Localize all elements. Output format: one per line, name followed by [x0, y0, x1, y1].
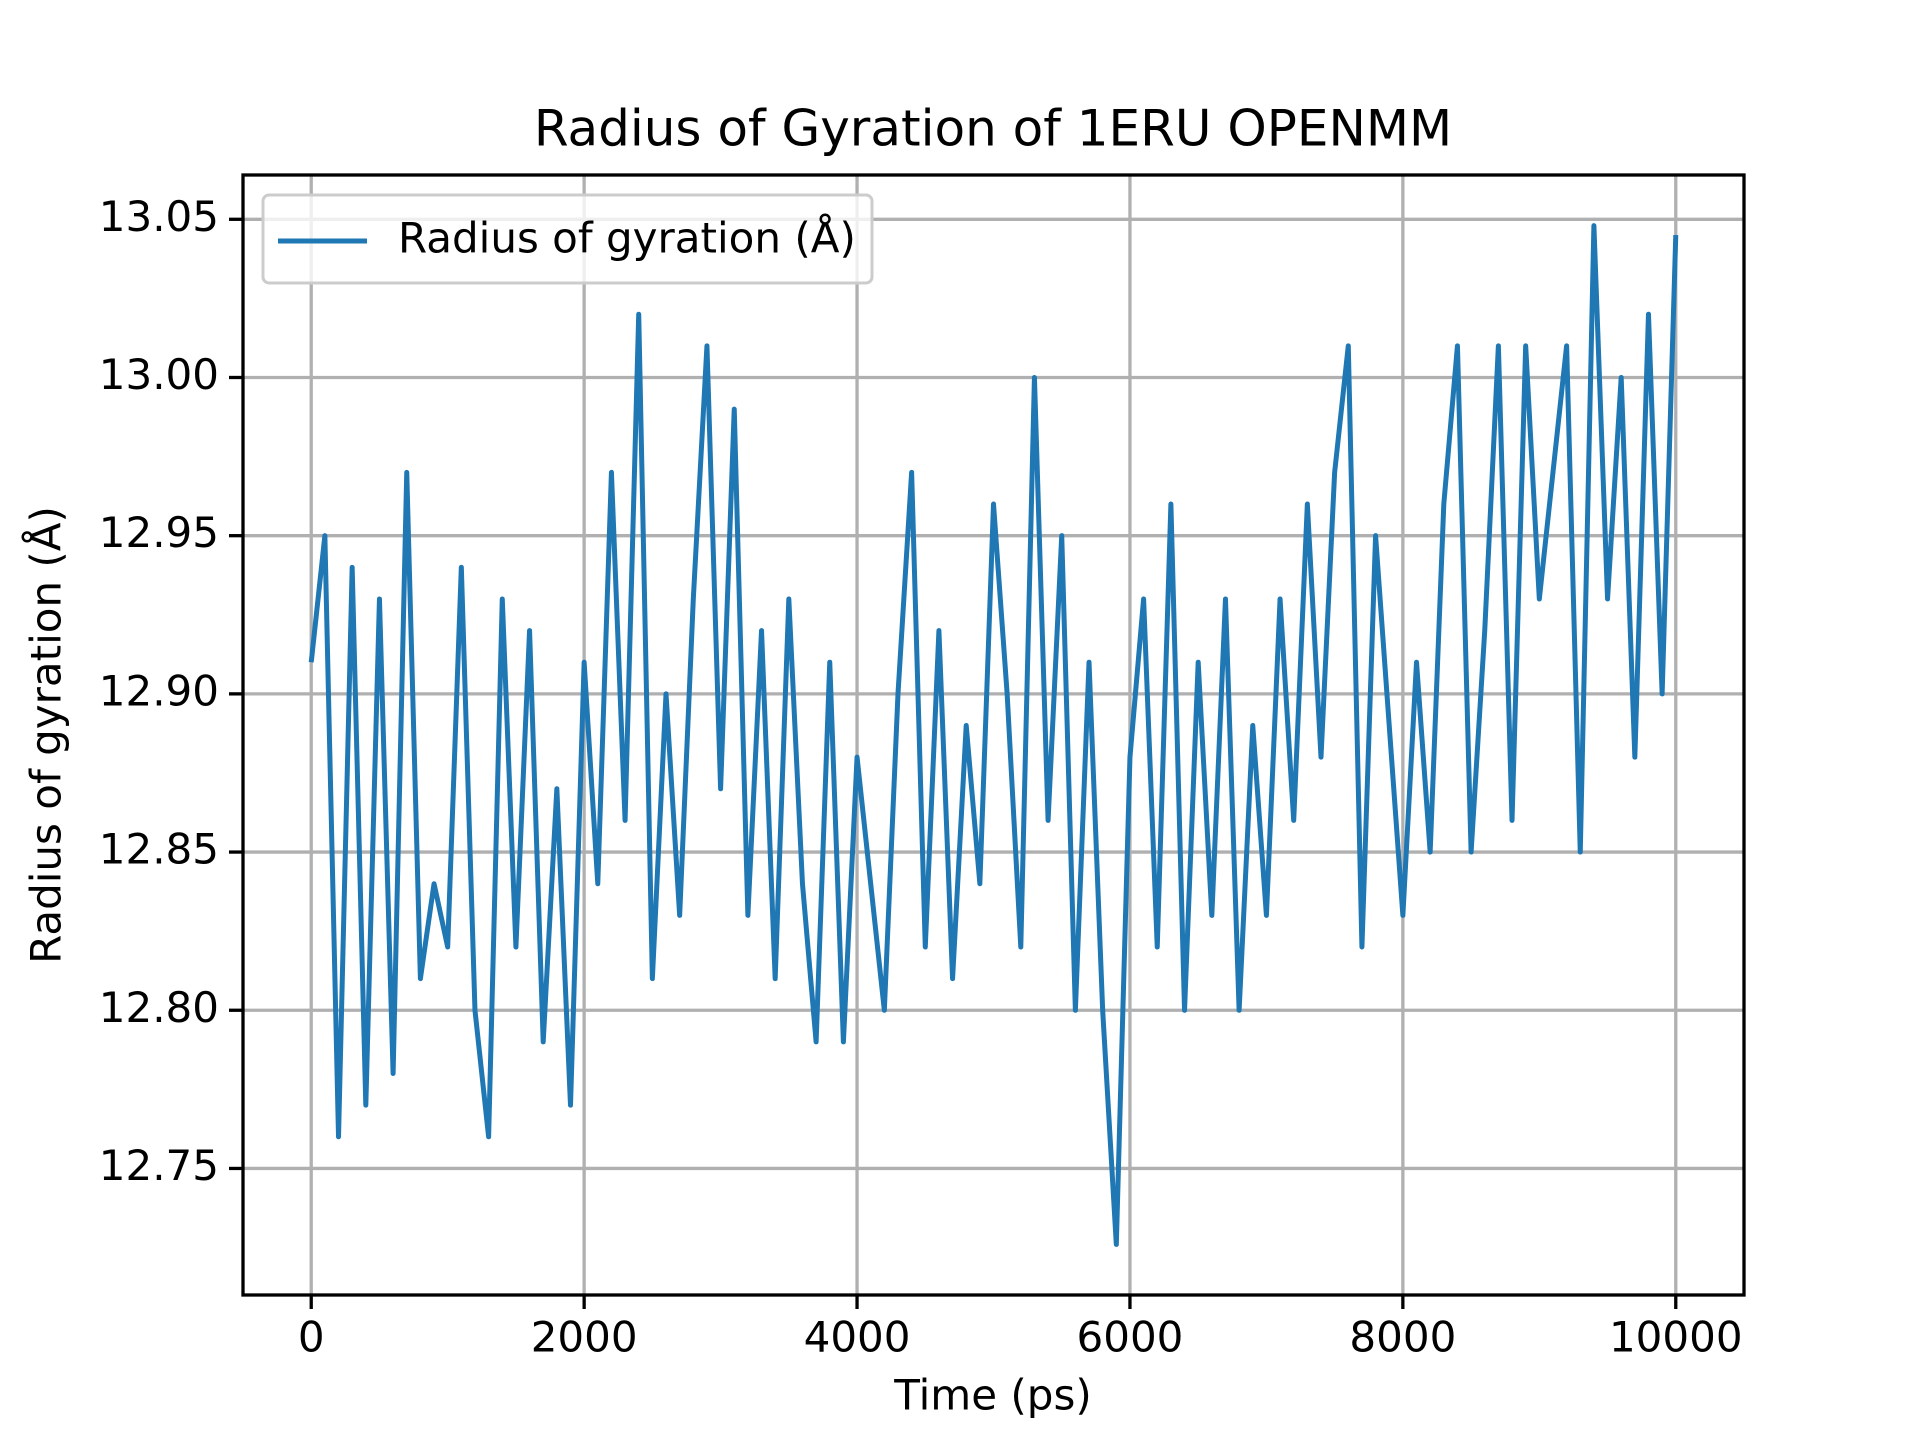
x-tick-label: 8000	[1349, 1313, 1456, 1362]
y-tick-label: 13.05	[99, 192, 219, 241]
y-tick-label: 12.85	[99, 825, 219, 874]
y-tick-label: 12.90	[99, 666, 219, 715]
data-line	[308, 223, 1679, 1247]
x-tick-label: 10000	[1609, 1313, 1743, 1362]
y-tick-label: 12.75	[99, 1141, 219, 1190]
chart-title: Radius of Gyration of 1ERU OPENMM	[534, 100, 1452, 158]
y-tick-label: 12.80	[99, 983, 219, 1032]
y-tick-label: 12.95	[99, 508, 219, 557]
y-tick-label: 13.00	[99, 350, 219, 399]
ticks: 0 2000 4000 6000 8000 10000 12.75 12.80 12.85 12.…	[99, 192, 1743, 1362]
x-axis-label: Time (ps)	[893, 1371, 1091, 1420]
x-tick-label: 0	[298, 1313, 325, 1362]
plot-area	[308, 223, 1679, 1247]
x-tick-label: 4000	[804, 1313, 911, 1362]
legend: Radius of gyration (Å)	[261, 193, 874, 285]
legend-box	[261, 193, 874, 285]
x-tick-label: 2000	[531, 1313, 638, 1362]
x-tick-label: 6000	[1077, 1313, 1184, 1362]
legend-label: Radius of gyration (Å)	[398, 213, 856, 263]
y-axis-label: Radius of gyration (Å)	[21, 506, 71, 964]
axes-frame	[241, 173, 1746, 1297]
